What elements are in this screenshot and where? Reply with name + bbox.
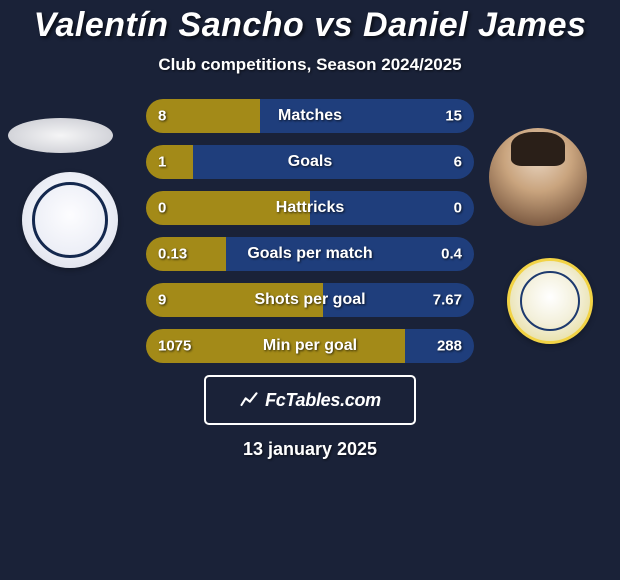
- stat-label: Min per goal: [263, 337, 357, 355]
- stat-bar: 1075 288 Min per goal: [146, 329, 474, 363]
- stat-bar: 8 15 Matches: [146, 99, 474, 133]
- stat-value-left: 0: [158, 200, 166, 217]
- stat-bar: 9 7.67 Shots per goal: [146, 283, 474, 317]
- stat-label: Goals per match: [247, 245, 372, 263]
- date-label: 13 january 2025: [0, 439, 620, 460]
- stat-label: Hattricks: [276, 199, 344, 217]
- stat-row: 1 6 Goals: [0, 145, 620, 179]
- stat-label: Shots per goal: [254, 291, 365, 309]
- comparison-card: Valentín Sancho vs Daniel James Club com…: [0, 0, 620, 580]
- stat-bar: 0.13 0.4 Goals per match: [146, 237, 474, 271]
- stat-value-right: 288: [437, 338, 462, 355]
- subtitle: Club competitions, Season 2024/2025: [0, 55, 620, 75]
- brand-badge[interactable]: FcTables.com: [204, 375, 416, 425]
- stat-value-right: 7.67: [433, 292, 462, 309]
- stat-row: 8 15 Matches: [0, 99, 620, 133]
- stat-value-left: 1075: [158, 338, 191, 355]
- stat-value-left: 9: [158, 292, 166, 309]
- stat-value-right: 15: [445, 108, 462, 125]
- stat-label: Matches: [278, 107, 342, 125]
- stat-label: Goals: [288, 153, 332, 171]
- stat-value-left: 8: [158, 108, 166, 125]
- stat-bar-left: [146, 145, 193, 179]
- stat-row: 9 7.67 Shots per goal: [0, 283, 620, 317]
- stats-list: 8 15 Matches 1 6 Goals 0 0 Hattricks 0.13 0.4 Goals…: [0, 99, 620, 363]
- stat-bar-right: [193, 145, 474, 179]
- stat-row: 1075 288 Min per goal: [0, 329, 620, 363]
- stat-row: 0 0 Hattricks: [0, 191, 620, 225]
- stat-bar: 1 6 Goals: [146, 145, 474, 179]
- brand-logo-icon: [239, 390, 259, 410]
- brand-text: FcTables.com: [265, 390, 381, 411]
- stat-value-left: 0.13: [158, 246, 187, 263]
- stat-value-left: 1: [158, 154, 166, 171]
- stat-bar: 0 0 Hattricks: [146, 191, 474, 225]
- stat-value-right: 0: [454, 200, 462, 217]
- stat-value-right: 0.4: [441, 246, 462, 263]
- stat-row: 0.13 0.4 Goals per match: [0, 237, 620, 271]
- stat-value-right: 6: [454, 154, 462, 171]
- page-title: Valentín Sancho vs Daniel James: [0, 0, 620, 45]
